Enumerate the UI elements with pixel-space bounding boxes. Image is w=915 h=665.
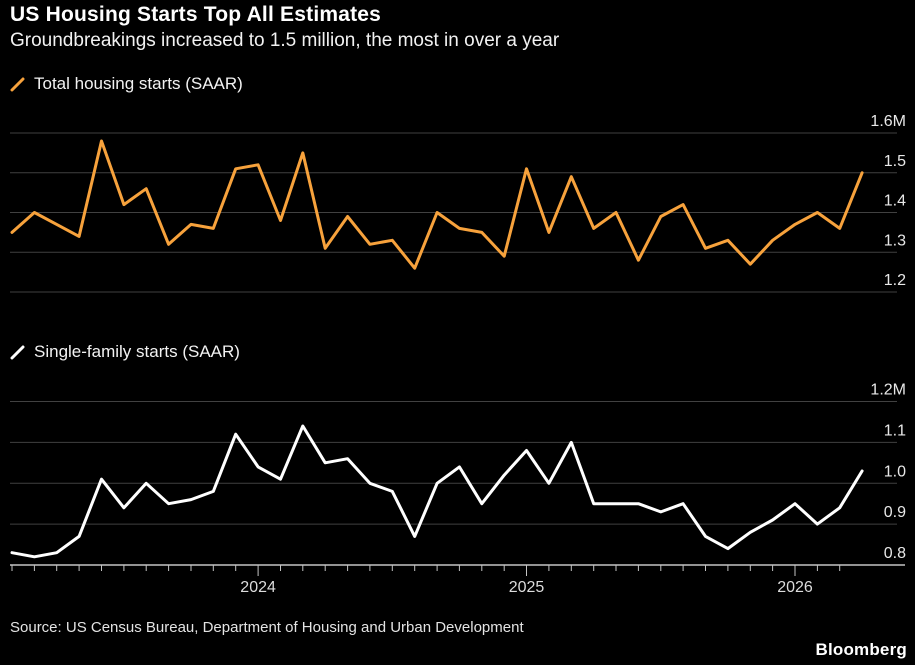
legend-total-housing-starts: Total housing starts (SAAR) (10, 74, 243, 94)
x-axis-year-label: 2024 (240, 579, 276, 596)
page-title: US Housing Starts Top All Estimates (10, 3, 382, 26)
y-axis-label: 1.3 (884, 232, 906, 249)
y-axis-label: 0.9 (884, 504, 906, 521)
y-axis-label: 1.0 (884, 463, 906, 480)
page-subtitle: Groundbreakings increased to 1.5 million… (10, 30, 560, 51)
x-axis-year-label: 2025 (509, 579, 545, 596)
y-axis-label: 1.2M (870, 382, 906, 399)
legend-label: Total housing starts (SAAR) (34, 74, 243, 93)
y-axis-label: 1.1 (884, 422, 906, 439)
y-axis-label: 1.6M (870, 113, 906, 130)
total-housing-starts-line (10, 139, 864, 270)
single-family-starts-line (10, 424, 864, 559)
white-slash-icon (10, 345, 25, 359)
bloomberg-logo: Bloomberg (815, 640, 907, 659)
y-axis-label: 1.2 (884, 272, 906, 289)
source-credit: Source: US Census Bureau, Department of … (10, 619, 524, 636)
x-axis-year-label: 2026 (777, 579, 813, 596)
y-axis-label: 0.8 (884, 545, 906, 562)
orange-slash-icon (10, 77, 25, 91)
y-axis-label: 1.5 (884, 153, 906, 170)
legend-single-family-starts: Single-family starts (SAAR) (10, 342, 240, 362)
legend-label: Single-family starts (SAAR) (34, 342, 240, 361)
y-axis-label: 1.4 (884, 193, 906, 210)
